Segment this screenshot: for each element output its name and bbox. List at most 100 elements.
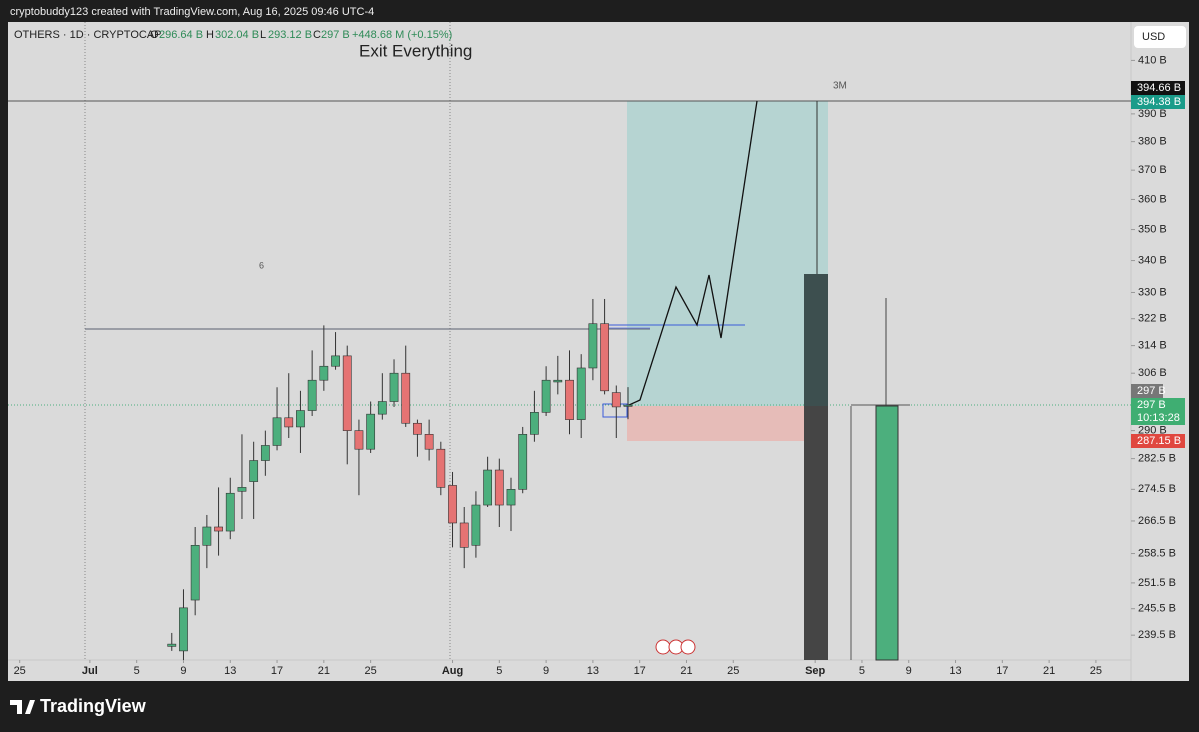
y-tick-label: 274.5 B — [1138, 483, 1176, 495]
x-tick-label: Sep — [805, 665, 825, 677]
price-tag-label: 287.15 B — [1137, 435, 1181, 447]
y-tick-label: 314 B — [1138, 340, 1167, 352]
x-tick-label: 9 — [180, 665, 186, 677]
price-tag-label: 297 B — [1137, 399, 1166, 411]
y-tick-label: 239.5 B — [1138, 629, 1176, 641]
y-tick-label: 258.5 B — [1138, 547, 1176, 559]
x-tick-label: Jul — [82, 665, 98, 677]
ohlc-value: 302.04 B — [215, 29, 259, 41]
stop-zone — [627, 406, 828, 441]
annotation-title: Exit Everything — [359, 41, 472, 60]
target-zone — [627, 101, 828, 406]
candle-body — [377, 401, 387, 415]
candle-body — [389, 372, 399, 402]
candle-body — [623, 404, 633, 407]
candle-body — [530, 412, 539, 435]
candle-body — [167, 643, 177, 647]
price-tag-label: 394.38 B — [1137, 96, 1181, 108]
candle-body — [401, 372, 411, 424]
candle-body — [366, 413, 376, 450]
candle-body — [296, 410, 305, 428]
price-tag — [1131, 398, 1185, 425]
price-tag-label: 394.66 B — [1137, 82, 1181, 94]
y-tick-label: 251.5 B — [1138, 577, 1176, 589]
x-tick-label: 13 — [949, 665, 961, 677]
candle-body — [471, 504, 481, 546]
candle-body — [413, 422, 422, 435]
brand-name: TradingView — [40, 696, 147, 716]
brand-logo: TradingView — [10, 696, 147, 716]
y-tick-label: 350 B — [1138, 223, 1167, 235]
projection-bar — [804, 406, 828, 660]
ohlc-label: O — [150, 29, 159, 41]
candle-body — [331, 355, 340, 367]
symbol: OTHERS · 1D · CRYPTOCAP — [14, 29, 162, 41]
y-tick-label: 410 B — [1138, 54, 1167, 66]
y-tick-label: 282.5 B — [1138, 453, 1176, 465]
annotation: 6 — [259, 260, 264, 270]
event-icon — [680, 639, 696, 655]
countdown: 10:13:28 — [1137, 412, 1180, 424]
ohlc-label: L — [260, 29, 266, 41]
logo-mark — [10, 700, 35, 714]
candle-body — [483, 469, 493, 506]
x-tick-label: 21 — [318, 665, 330, 677]
annotation: 3M — [833, 81, 847, 92]
x-tick-label: 25 — [365, 665, 377, 677]
candle-body — [436, 448, 446, 488]
y-tick-label: 245.5 B — [1138, 603, 1176, 615]
x-tick-label: 5 — [496, 665, 502, 677]
y-tick-label: 360 B — [1138, 193, 1167, 205]
chart-panel — [8, 22, 1189, 681]
price-tag — [1131, 95, 1185, 109]
candle-body — [448, 485, 457, 524]
x-tick-label: 17 — [996, 665, 1008, 677]
candle-body — [214, 526, 223, 532]
candle-body — [272, 417, 282, 446]
y-tick-label: 340 B — [1138, 254, 1167, 266]
candle-body — [307, 379, 317, 411]
ohlc-value: 293.12 B — [268, 29, 312, 41]
x-tick-label: 25 — [14, 665, 26, 677]
price-tag — [1131, 434, 1185, 448]
x-tick-label: 13 — [224, 665, 236, 677]
projection-bar — [875, 405, 899, 661]
x-tick-label: 25 — [1090, 665, 1102, 677]
candle-body — [459, 522, 469, 548]
currency-button[interactable] — [1134, 26, 1186, 48]
ohlc-label: H — [206, 29, 214, 41]
candle-body — [342, 355, 352, 431]
event-icons — [655, 639, 696, 655]
y-tick-label: 380 B — [1138, 136, 1167, 148]
candle-body — [565, 379, 574, 420]
candle-body — [553, 379, 563, 383]
x-tick-label: Aug — [442, 665, 463, 677]
candle-body — [600, 323, 609, 392]
candle-body — [225, 492, 235, 532]
candle-body — [202, 526, 212, 546]
ohlc-change: +448.68 M (+0.15%) — [352, 29, 452, 41]
event-icon — [655, 639, 671, 655]
x-tick-label: 21 — [680, 665, 692, 677]
candle-body — [541, 379, 551, 413]
ohlc-value: 297 B — [321, 29, 350, 41]
candle-body — [494, 469, 504, 506]
y-tick-label: 290 B — [1138, 425, 1167, 437]
projection-bar — [804, 274, 828, 406]
x-tick-label: 5 — [134, 665, 140, 677]
candle-body — [284, 417, 294, 428]
candle-body — [319, 365, 329, 381]
candle-body — [506, 489, 516, 506]
x-tick-label: 17 — [634, 665, 646, 677]
candle-body — [611, 392, 621, 408]
plot: 410 B 390 B 380 B 370 B 360 B 350 B 340 B 330 B… — [14, 54, 1176, 677]
candle-body — [518, 434, 528, 490]
y-tick-label: 306 B — [1138, 367, 1167, 379]
candle-body — [260, 445, 270, 461]
candle-body — [179, 607, 188, 652]
y-tick-label: 266.5 B — [1138, 515, 1176, 527]
candle-body — [424, 434, 434, 450]
caption: cryptobuddy123 created with TradingView.… — [10, 6, 374, 18]
candle-body — [576, 367, 586, 420]
